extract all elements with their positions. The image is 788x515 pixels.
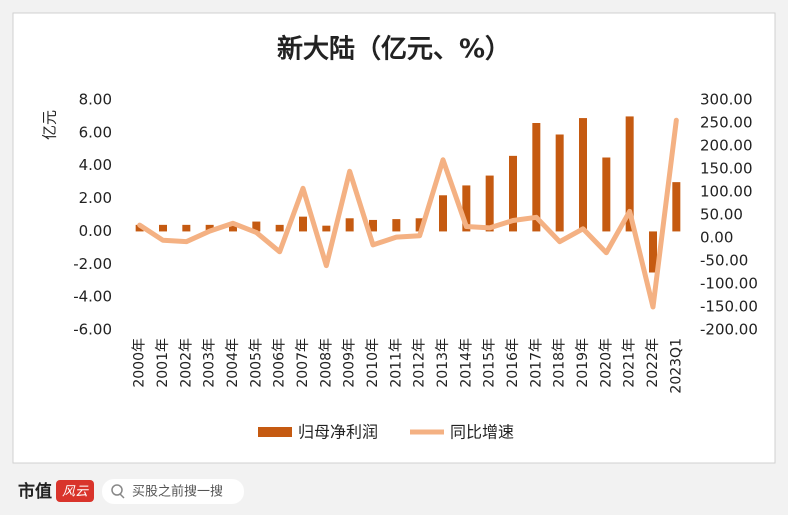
x-tick-label: 2019年: [575, 338, 591, 388]
x-tick-label: 2003年: [202, 338, 218, 388]
y-tick-label: 8.00: [79, 91, 112, 109]
y2-tick-label: 250.00: [700, 114, 753, 132]
x-tick-label: 2002年: [178, 338, 194, 388]
y2-tick-label: 100.00: [700, 183, 753, 201]
bar: [182, 224, 191, 232]
search-icon: [119, 493, 125, 499]
y-tick-label: 6.00: [79, 123, 112, 141]
x-tick-label: 2020年: [598, 338, 614, 388]
bar: [439, 195, 447, 232]
y2-tick-label: 200.00: [700, 137, 753, 155]
x-tick-label: 2009年: [342, 338, 358, 388]
x-tick-label: 2016年: [505, 338, 521, 388]
x-tick-label: 2004年: [225, 338, 241, 388]
bar: [415, 218, 424, 232]
x-tick-label: 2011年: [388, 338, 404, 388]
bar: [345, 218, 354, 232]
y2-tick-label: -50.00: [700, 252, 748, 270]
bar: [649, 231, 657, 273]
y-tick-label: 2.00: [79, 189, 112, 207]
y2-tick-label: -100.00: [700, 275, 758, 293]
y2-tick-label: 150.00: [700, 160, 753, 178]
x-tick-label: 2014年: [458, 338, 474, 388]
logo: 风云: [62, 485, 89, 500]
legend-label: 归母净利润: [298, 423, 378, 442]
chart-title: 新大陆（亿元、%）: [277, 34, 511, 65]
y-tick-label: -2.00: [73, 255, 112, 273]
y-tick-label: -4.00: [73, 288, 112, 306]
search-icon: [111, 484, 123, 496]
x-tick-label: 2017年: [528, 338, 544, 388]
x-tick-label: 2006年: [272, 338, 288, 388]
x-tick-label: 2000年: [132, 338, 148, 388]
y-tick-label: 0.00: [79, 222, 112, 240]
logo-box: [56, 480, 94, 502]
bar: [532, 123, 541, 232]
bar: [159, 224, 167, 232]
line: [137, 117, 679, 310]
bar: [509, 155, 517, 232]
brand: 市值: [18, 481, 52, 502]
y-axis-label: 亿元: [41, 110, 59, 140]
bar: [392, 219, 401, 232]
x-tick-label: 2012年: [412, 338, 428, 388]
y2-tick-label: -200.00: [700, 321, 758, 339]
x-tick-label: 2010年: [365, 338, 381, 388]
bar: [252, 221, 261, 232]
y2-tick-label: 50.00: [700, 206, 743, 224]
bar: [485, 175, 494, 232]
bar: [275, 224, 284, 232]
bar: [229, 223, 237, 232]
y-tick-label: 4.00: [79, 156, 112, 174]
bar: [322, 225, 331, 232]
x-tick-label: 2005年: [248, 338, 264, 388]
search-box[interactable]: [102, 479, 244, 504]
bar: [672, 182, 681, 232]
y2-tick-label: -150.00: [700, 298, 758, 316]
y-tick-label: -6.00: [73, 321, 112, 339]
bar: [462, 185, 471, 232]
y2-tick-label: 300.00: [700, 91, 753, 109]
x-tick-label: 2021年: [622, 338, 638, 388]
bar: [579, 118, 587, 232]
x-tick-label: 2013年: [435, 338, 451, 388]
x-tick-label: 2007年: [295, 338, 311, 388]
bar: [625, 116, 634, 232]
x-tick-label: 2001年: [155, 338, 171, 388]
x-tick-label: 2023Q1: [668, 338, 684, 394]
bar: [135, 224, 144, 232]
x-tick-label: 2015年: [482, 338, 498, 388]
x-tick-label: 2008年: [318, 338, 334, 388]
legend-swatch: [258, 427, 292, 437]
search-placeholder: 买股之前搜一搜: [132, 484, 223, 500]
bar: [555, 134, 564, 232]
bar: [205, 224, 214, 232]
bar: [602, 157, 611, 232]
x-tick-label: 2022年: [645, 338, 661, 388]
legend-label: 同比增速: [450, 423, 514, 442]
bar: [369, 219, 377, 232]
x-tick-label: 2018年: [552, 338, 568, 388]
y2-tick-label: 0.00: [700, 229, 733, 247]
bar: [299, 216, 307, 232]
